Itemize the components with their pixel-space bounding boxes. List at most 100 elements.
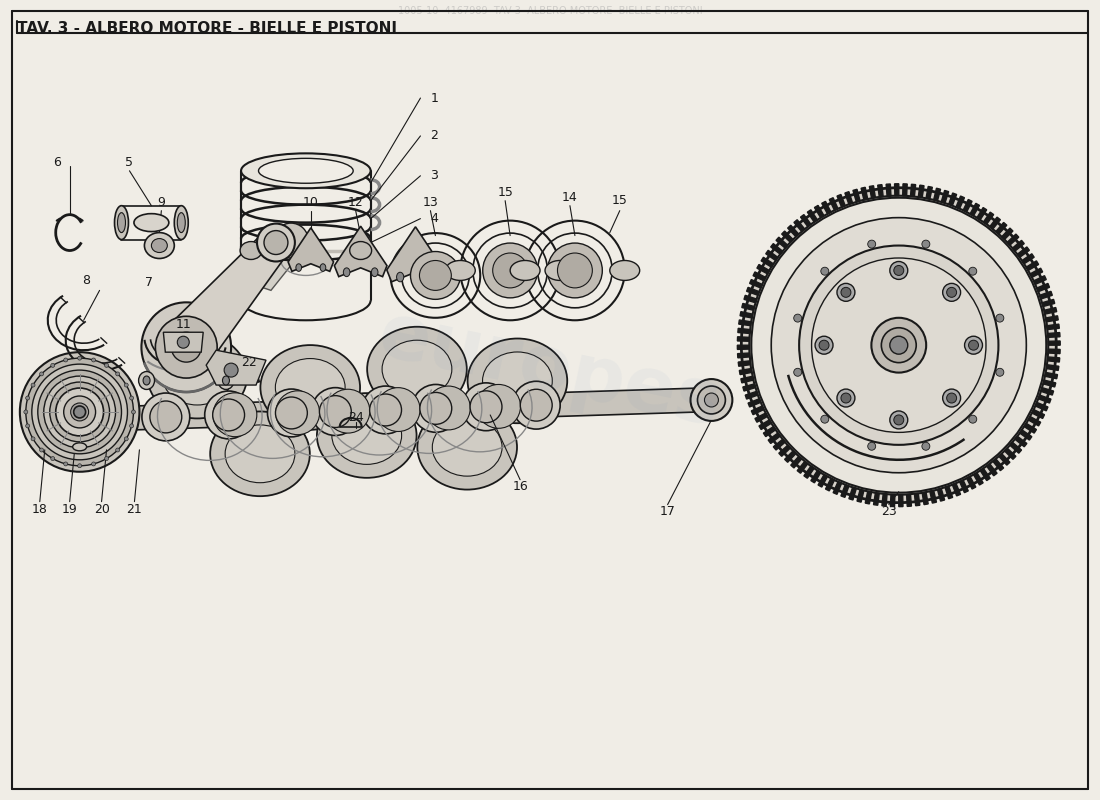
Ellipse shape (258, 158, 353, 183)
Polygon shape (967, 477, 976, 489)
Ellipse shape (91, 358, 96, 362)
Polygon shape (801, 214, 811, 226)
Ellipse shape (794, 314, 802, 322)
Polygon shape (755, 413, 768, 422)
Ellipse shape (751, 198, 1046, 493)
Polygon shape (811, 470, 821, 483)
Ellipse shape (275, 397, 307, 429)
Polygon shape (1046, 365, 1059, 370)
Polygon shape (757, 265, 769, 274)
Ellipse shape (968, 340, 979, 350)
Polygon shape (993, 459, 1003, 470)
Ellipse shape (417, 405, 517, 490)
Polygon shape (1043, 380, 1056, 387)
Polygon shape (1026, 261, 1038, 270)
Polygon shape (1046, 316, 1058, 322)
Polygon shape (1034, 276, 1046, 284)
Polygon shape (1004, 448, 1016, 459)
Polygon shape (72, 388, 700, 432)
Polygon shape (878, 185, 883, 197)
Polygon shape (791, 456, 802, 468)
Ellipse shape (343, 268, 350, 277)
Polygon shape (241, 230, 311, 290)
Polygon shape (1038, 395, 1050, 403)
Polygon shape (996, 222, 1006, 234)
Ellipse shape (362, 386, 409, 434)
Ellipse shape (177, 213, 185, 233)
Polygon shape (945, 486, 953, 498)
Polygon shape (926, 186, 933, 199)
Ellipse shape (837, 283, 855, 302)
Polygon shape (784, 451, 796, 462)
Ellipse shape (320, 264, 326, 271)
Polygon shape (1041, 388, 1054, 395)
Ellipse shape (116, 448, 120, 452)
Ellipse shape (177, 336, 189, 348)
Ellipse shape (139, 371, 154, 390)
Polygon shape (1044, 307, 1057, 314)
Ellipse shape (78, 464, 81, 468)
Text: 1005-10  4167989  TAV 3  ALBERO MOTORE  BIELLE E PISTONI: 1005-10 4167989 TAV 3 ALBERO MOTORE BIEL… (398, 6, 702, 16)
Ellipse shape (420, 393, 452, 424)
Text: 2: 2 (430, 130, 438, 142)
Ellipse shape (370, 394, 402, 426)
Polygon shape (782, 231, 793, 242)
Ellipse shape (40, 448, 44, 452)
Polygon shape (740, 312, 752, 318)
Text: 15: 15 (612, 194, 628, 207)
Polygon shape (849, 487, 856, 500)
Polygon shape (759, 420, 771, 430)
Polygon shape (288, 228, 333, 271)
Ellipse shape (276, 391, 320, 434)
Ellipse shape (837, 389, 855, 407)
Polygon shape (1018, 247, 1030, 258)
Ellipse shape (427, 386, 471, 430)
Ellipse shape (483, 243, 538, 298)
Polygon shape (1008, 234, 1019, 245)
Polygon shape (837, 194, 845, 207)
Ellipse shape (74, 406, 86, 418)
Polygon shape (980, 468, 990, 481)
Ellipse shape (476, 385, 520, 428)
Ellipse shape (821, 415, 828, 423)
Ellipse shape (56, 388, 103, 436)
Text: 8: 8 (82, 274, 90, 287)
Ellipse shape (213, 393, 256, 437)
Ellipse shape (25, 424, 30, 428)
Text: 7: 7 (145, 276, 153, 289)
Polygon shape (942, 190, 948, 203)
Ellipse shape (64, 462, 68, 466)
Ellipse shape (697, 386, 725, 414)
Ellipse shape (799, 246, 999, 445)
Ellipse shape (704, 393, 718, 407)
Ellipse shape (37, 370, 121, 454)
Polygon shape (1010, 442, 1022, 454)
Text: 18: 18 (32, 503, 47, 516)
Ellipse shape (104, 457, 109, 461)
Polygon shape (749, 279, 762, 288)
Ellipse shape (210, 411, 310, 496)
Polygon shape (1035, 402, 1048, 411)
Ellipse shape (264, 230, 288, 254)
Ellipse shape (446, 261, 475, 281)
Ellipse shape (326, 390, 370, 433)
Text: 5: 5 (125, 156, 133, 170)
Ellipse shape (25, 358, 133, 466)
Ellipse shape (124, 383, 129, 387)
Ellipse shape (943, 283, 960, 302)
Ellipse shape (427, 272, 434, 282)
Polygon shape (999, 454, 1010, 465)
Ellipse shape (468, 338, 568, 423)
Ellipse shape (50, 382, 110, 442)
Text: 17: 17 (660, 505, 675, 518)
Ellipse shape (172, 332, 201, 362)
Polygon shape (387, 227, 444, 282)
Ellipse shape (64, 358, 68, 362)
Polygon shape (766, 250, 778, 261)
Polygon shape (934, 188, 940, 201)
Ellipse shape (218, 371, 234, 390)
Polygon shape (761, 258, 773, 267)
Ellipse shape (868, 442, 876, 450)
Ellipse shape (275, 358, 345, 416)
Polygon shape (807, 210, 817, 222)
